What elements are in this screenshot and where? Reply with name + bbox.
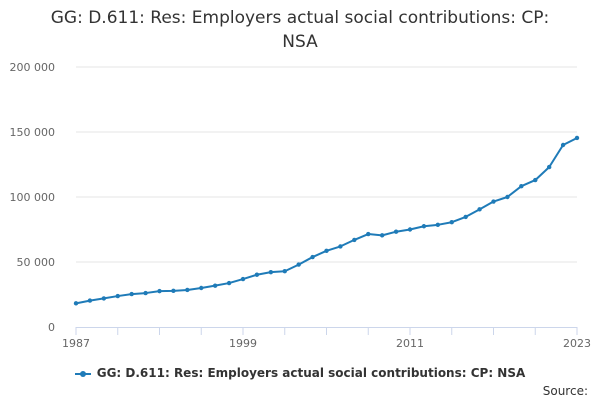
data-point[interactable] [199,285,204,291]
x-tick-label: 2023 [563,337,591,350]
x-axis: 1987 1999 2011 2023 [62,327,591,350]
legend-label: GG: D.611: Res: Employers actual social … [96,366,526,380]
y-tick-label: 0 [48,321,55,334]
data-point[interactable] [560,142,566,148]
data-point[interactable] [101,296,107,301]
data-point[interactable] [185,287,190,293]
data-point[interactable] [477,207,482,212]
data-point[interactable] [157,288,162,294]
data-point[interactable] [254,272,260,277]
data-point[interactable] [268,269,274,275]
data-point[interactable] [282,269,287,274]
data-point[interactable] [546,164,552,170]
data-point[interactable] [226,280,232,286]
data-point[interactable] [449,220,454,225]
data-point[interactable] [296,262,301,267]
data-point[interactable] [338,244,343,249]
data-point[interactable] [491,199,496,204]
data-point[interactable] [87,298,93,303]
chart-title: GG: D.611: Res: Employers actual social … [0,6,600,54]
data-point[interactable] [533,177,538,183]
series-line[interactable] [75,137,578,305]
data-point[interactable] [352,237,357,243]
data-point[interactable] [212,283,218,288]
chart-title-line-1: GG: D.611: Res: Employers actual social … [50,8,550,28]
data-point[interactable] [171,288,176,294]
y-tick-label: 100 000 [10,191,56,204]
data-point[interactable] [129,291,134,297]
data-point[interactable] [73,301,79,306]
data-point[interactable] [143,290,148,296]
data-point[interactable] [519,184,524,189]
y-tick-label: 50 000 [17,256,56,269]
data-point[interactable] [379,233,385,238]
gridlines [76,66,577,263]
data-point[interactable] [393,229,399,234]
data-point[interactable] [574,135,580,141]
data-point[interactable] [115,293,120,299]
y-tick-label: 150 000 [10,126,56,139]
data-point[interactable] [324,248,329,254]
x-tick-label: 1987 [62,337,90,350]
data-point[interactable] [463,214,468,220]
data-point[interactable] [310,254,315,260]
x-tick-label: 2011 [396,337,424,350]
y-tick-label: 200 000 [10,61,56,74]
x-tick-label: 1999 [229,337,257,350]
chart-title-line-2: NSA [282,32,318,52]
y-axis-tick-labels: 0 50 000 100 000 150 000 200 000 [10,61,56,334]
data-point[interactable] [366,231,371,237]
credits[interactable]: Source: [542,384,588,398]
legend[interactable]: GG: D.611: Res: Employers actual social … [0,366,600,380]
data-point[interactable] [240,276,246,282]
data-point[interactable] [421,224,427,229]
data-point[interactable] [407,227,413,232]
data-point[interactable] [435,222,441,228]
series-layer [73,135,580,306]
legend-line-marker-icon [74,369,91,379]
data-point[interactable] [505,194,510,200]
